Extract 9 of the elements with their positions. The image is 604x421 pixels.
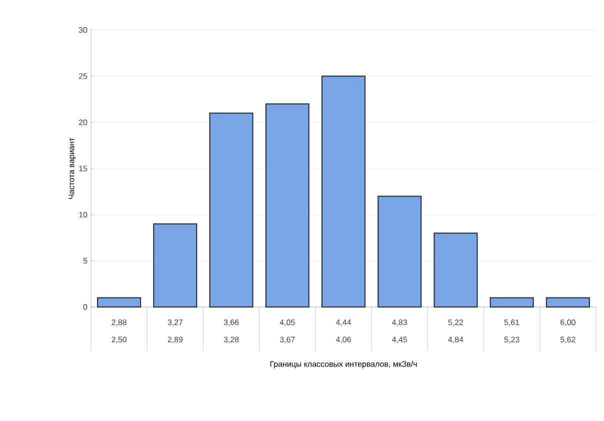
- bar: [153, 223, 198, 308]
- bar: [546, 297, 590, 308]
- bar: [434, 232, 478, 308]
- bar: [378, 196, 422, 308]
- bar: [265, 103, 310, 308]
- bar: [97, 297, 142, 308]
- bar: [490, 297, 534, 308]
- bar: [321, 76, 366, 308]
- bar: [209, 112, 254, 308]
